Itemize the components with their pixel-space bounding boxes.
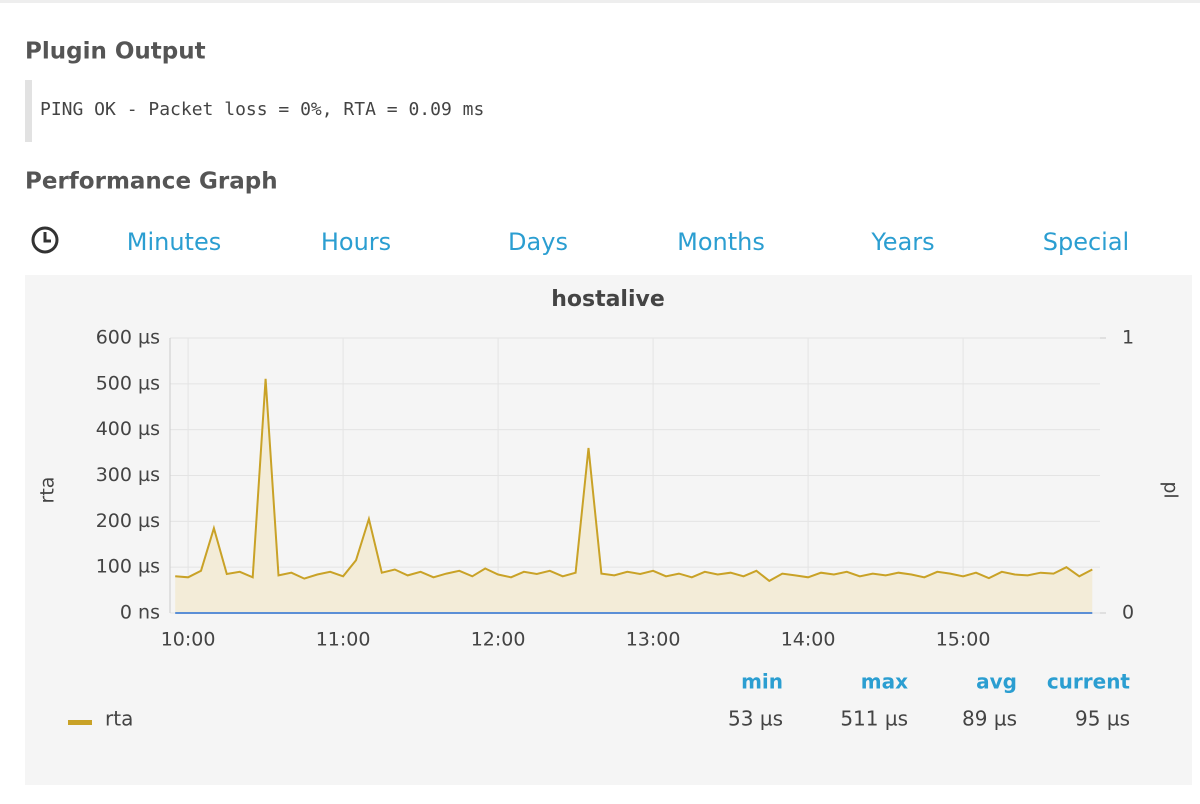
chart-title: hostalive — [551, 287, 665, 312]
y-tick-label: 200 µs — [96, 510, 160, 532]
series-line — [175, 378, 1093, 583]
time-tab[interactable]: Days — [508, 228, 568, 256]
legend-swatch — [68, 720, 92, 725]
stat-value: 95 µs — [1075, 707, 1130, 731]
plugin-output: PING OK - Packet loss = 0%, RTA = 0.09 m… — [40, 99, 484, 120]
section-title: Plugin Output — [25, 39, 206, 65]
y-tick-label: 400 µs — [96, 418, 160, 440]
x-tick-label: 15:00 — [936, 629, 991, 651]
time-tab[interactable]: Years — [870, 228, 934, 256]
plot: 0 ns 100 µs 200 µs 300 µs 400 µs 500 µs 600 µs… — [96, 327, 1134, 651]
stat-value: 89 µs — [962, 707, 1017, 731]
y-tick-label: 300 µs — [96, 464, 160, 486]
tabs: Minutes Hours Days Months Years Special — [127, 228, 1129, 256]
stat-value: 511 µs — [840, 707, 908, 731]
y-tick-label: 100 µs — [96, 556, 160, 578]
stat-header: min — [741, 670, 783, 694]
x-tick-label: 13:00 — [626, 629, 681, 651]
y-tick-label: 0 ns — [120, 602, 160, 624]
x-tick-label: 10:00 — [161, 629, 216, 651]
clock-icon — [31, 226, 59, 254]
y-tick-label: 600 µs — [96, 327, 160, 349]
stat-header: max — [861, 670, 908, 694]
y2-tick-label: 0 — [1122, 602, 1134, 624]
x-tick-label: 12:00 — [471, 629, 526, 651]
x-tick-label: 11:00 — [316, 629, 371, 651]
y-axis-label: rta — [37, 477, 59, 504]
legend-label: rta — [105, 707, 133, 731]
time-tab[interactable]: Special — [1043, 228, 1129, 256]
top-border — [0, 0, 1200, 3]
section-title: Performance Graph — [25, 169, 278, 195]
time-tab[interactable]: Minutes — [127, 228, 221, 256]
stat-header: avg — [976, 670, 1017, 694]
x-tick-label: 14:00 — [781, 629, 836, 651]
y2-axis-label: pl — [1160, 481, 1182, 498]
time-tab[interactable]: Hours — [321, 228, 391, 256]
stat-header: current — [1047, 670, 1131, 694]
stat-value: 53 µs — [728, 707, 783, 731]
y2-tick-label: 1 — [1122, 327, 1134, 349]
time-tab[interactable]: Months — [677, 228, 765, 256]
graph-panel — [25, 275, 1192, 785]
quote-bar — [25, 80, 32, 142]
y-tick-label: 500 µs — [96, 372, 160, 394]
